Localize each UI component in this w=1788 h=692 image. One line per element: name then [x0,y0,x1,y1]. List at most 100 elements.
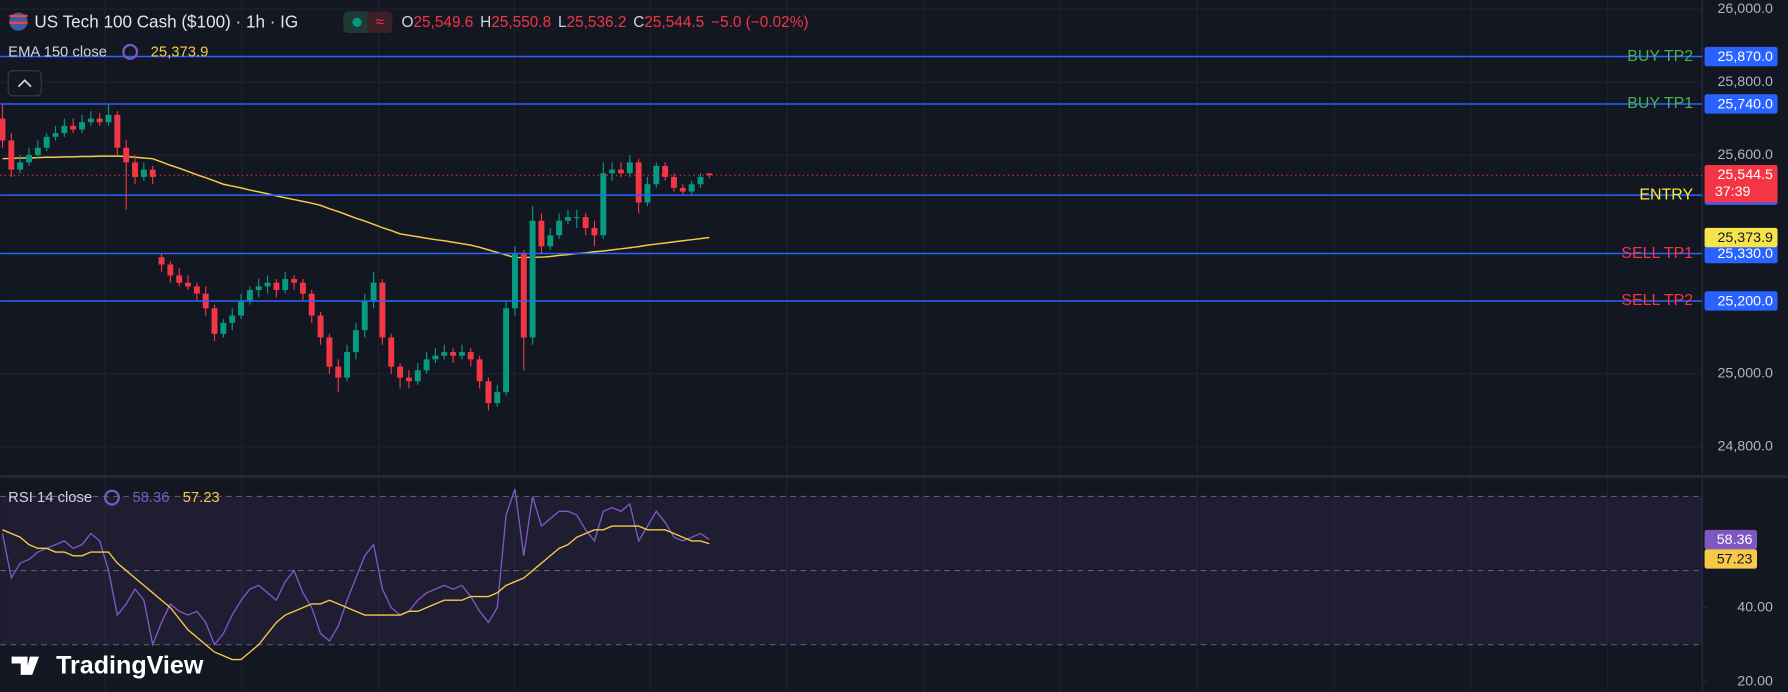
level-tag-label: 25,330.0 [1717,246,1773,262]
candle-body [653,165,660,185]
candle-body [149,169,156,177]
candle-body [52,133,59,137]
candle-body [317,315,324,338]
ema-tag [1704,227,1778,248]
candle-body [8,140,15,170]
delay-icon: ≈ [376,15,384,31]
candle-body [105,114,112,123]
candle-body [494,392,501,404]
rsi-tag-label: 58.36 [1717,532,1753,548]
y-tick-label: 25,600.0 [1717,147,1773,163]
candle-body [370,282,377,301]
y-tick-label: 24,800.0 [1717,439,1773,455]
rsi-ma-value: 57.23 [183,490,220,506]
last-price-tag [1704,165,1778,203]
candle-body [326,337,333,367]
header: US Tech 100 Cash ($100) · 1h · IG ≈ O25,… [7,11,809,680]
candle-body [697,176,704,185]
rsi-tag [1704,529,1758,550]
indicator-icon [122,43,139,60]
candle-body [538,220,545,247]
candle-body [600,173,607,236]
candle-body [238,300,245,316]
candle-body [414,370,421,382]
candle-body [79,122,85,130]
candle-body [511,253,518,309]
candle-body [87,118,94,123]
level-name: BUY TP1 [1627,95,1693,112]
change: −5.0 (−0.02%) [711,14,808,31]
candle-body [361,300,368,331]
candle-body [246,290,253,301]
ema-line [2,155,710,259]
candle-body [185,282,191,287]
candle-body [229,315,236,323]
rsi-tag-label: 57.23 [1717,551,1753,567]
ema-legend: EMA 150 close [8,44,107,60]
candle-body [114,114,121,148]
candle-body [432,355,439,360]
rsi-line [2,525,710,661]
level-tag [1704,291,1778,311]
candle-body [405,377,412,382]
y-tick-label: 20.00 [1737,674,1773,690]
o-value: 25,549.6 [413,14,473,31]
candle-body [193,286,200,294]
candle-body [679,187,686,192]
candle-body [379,282,386,338]
candle-body [291,279,298,283]
candle-body [273,282,280,291]
y-tick-label: 25,800.0 [1717,74,1773,90]
candle-body [0,118,6,141]
candle-body [520,253,527,338]
candle-body [123,147,130,163]
ohlc: O25,549.6 H25,550.8 L25,536.2 C25,544.5 −5.0… [402,14,809,31]
candle-body [264,282,271,287]
c-value: 25,544.5 [644,14,704,31]
rsi-tag [1704,549,1758,569]
candle-body [344,352,351,378]
vertical-grid [104,0,1609,692]
candle-body [388,337,395,367]
candle-body [132,162,138,177]
level-tag [1704,94,1778,114]
candle-body [706,173,713,176]
candle-body [61,125,68,134]
y-tick-label: 40.00 [1737,599,1773,615]
candle-body [255,286,262,291]
candle-body [352,330,359,353]
flag-stripe [9,21,28,24]
collapse-button[interactable] [7,70,42,97]
candle-body [609,169,616,174]
candle-body [556,220,563,236]
candle-body [441,352,448,356]
candle-body [503,308,510,393]
candle-body [220,322,227,334]
candle-body [43,136,50,148]
candle-body [17,162,24,170]
h-label: H [480,14,491,31]
market-open-dot [352,17,362,27]
ema-value: 25,373.9 [151,44,209,60]
ema-tag-label: 25,373.9 [1717,230,1773,246]
candle-body [167,264,174,276]
h-value: 25,550.8 [491,14,551,31]
level-tag [1704,46,1778,67]
l-value: 25,536.2 [567,14,627,31]
candle-body [662,165,669,177]
candle-body [450,352,457,356]
l-label: L [558,14,567,31]
candle-body [140,169,147,177]
candle-body [529,220,536,338]
candle-body [485,381,492,404]
candle-body [573,217,580,219]
candle-body [591,228,598,236]
candle-body [547,235,554,247]
level-name: SELL TP2 [1621,292,1693,309]
candle-body [671,176,677,188]
candle-body [467,352,474,360]
candle-body [176,275,183,283]
level-tag-label: 25,200.0 [1717,293,1773,309]
delay-badge [367,11,393,34]
